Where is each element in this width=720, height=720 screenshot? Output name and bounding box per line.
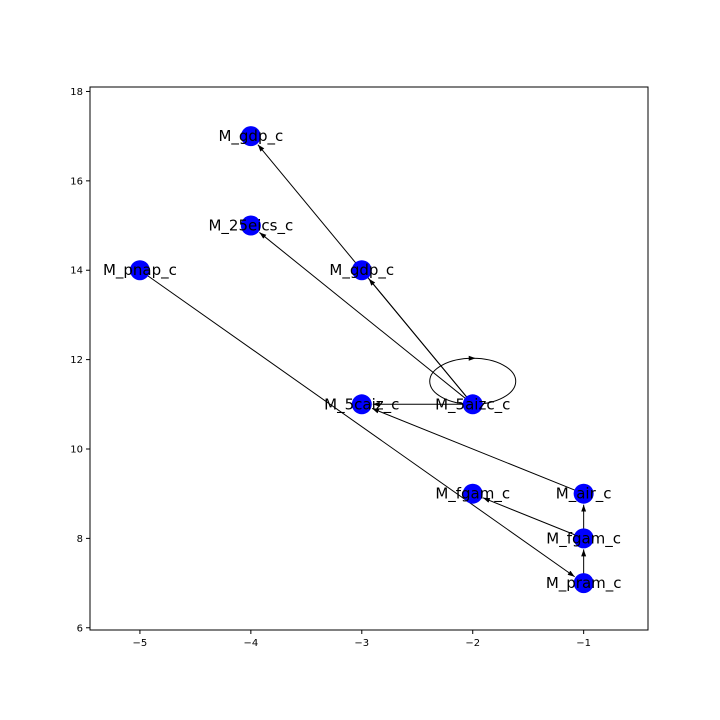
graph-node bbox=[573, 528, 594, 549]
node-label: M_5aizc_c bbox=[435, 395, 510, 414]
graph-edge bbox=[368, 278, 474, 405]
node-label: M_pnap_c bbox=[103, 261, 177, 280]
graph-edge bbox=[259, 232, 474, 405]
graph-node bbox=[462, 394, 483, 415]
y-tick-label: 14 bbox=[70, 266, 83, 277]
x-tick-label: −3 bbox=[354, 638, 369, 649]
y-tick-label: 18 bbox=[70, 87, 83, 98]
graph-node bbox=[351, 394, 372, 415]
node-labels: M_gdp_c M_25eics_c M_pnap_c M_gdp_c M_5caiz_… bbox=[103, 127, 622, 593]
y-tick-label: 12 bbox=[70, 355, 83, 366]
self-loop-arrowhead bbox=[468, 355, 476, 361]
y-tick-label: 8 bbox=[77, 534, 83, 545]
graph-node bbox=[573, 483, 594, 504]
node-label: M_gdp_c bbox=[329, 261, 394, 280]
node-label: M_5caiz_c bbox=[324, 395, 399, 414]
x-tick-label: −2 bbox=[465, 638, 480, 649]
x-tick-label: −1 bbox=[576, 638, 591, 649]
node-label: M_fgam_c bbox=[546, 529, 621, 548]
y-tick-label: 10 bbox=[70, 445, 83, 456]
graph-node bbox=[573, 573, 594, 594]
y-tick-label: 16 bbox=[70, 176, 83, 187]
nodes bbox=[129, 126, 594, 594]
x-tick-label: −4 bbox=[243, 638, 258, 649]
graph-edge bbox=[482, 497, 584, 539]
graph-edge bbox=[371, 407, 584, 495]
y-tick-label: 6 bbox=[77, 623, 83, 634]
node-label: M_air_c bbox=[556, 485, 612, 504]
node-label: M_fgam_c bbox=[435, 485, 510, 504]
node-label: M_25eics_c bbox=[208, 217, 293, 236]
node-label: M_gdp_c bbox=[218, 127, 283, 146]
graph-edge bbox=[139, 269, 575, 578]
graph-node bbox=[129, 260, 150, 281]
graph-node bbox=[240, 126, 261, 147]
node-label: M_pram_c bbox=[546, 574, 622, 593]
graph-node bbox=[240, 215, 261, 236]
x-axis: −5 −4 −3 −2 −1 bbox=[133, 630, 591, 649]
graph-node bbox=[351, 260, 372, 281]
plot-area bbox=[89, 86, 649, 631]
x-tick-label: −5 bbox=[133, 638, 148, 649]
y-axis: 6 8 10 12 14 16 18 bbox=[70, 87, 90, 634]
graph-node bbox=[462, 483, 483, 504]
